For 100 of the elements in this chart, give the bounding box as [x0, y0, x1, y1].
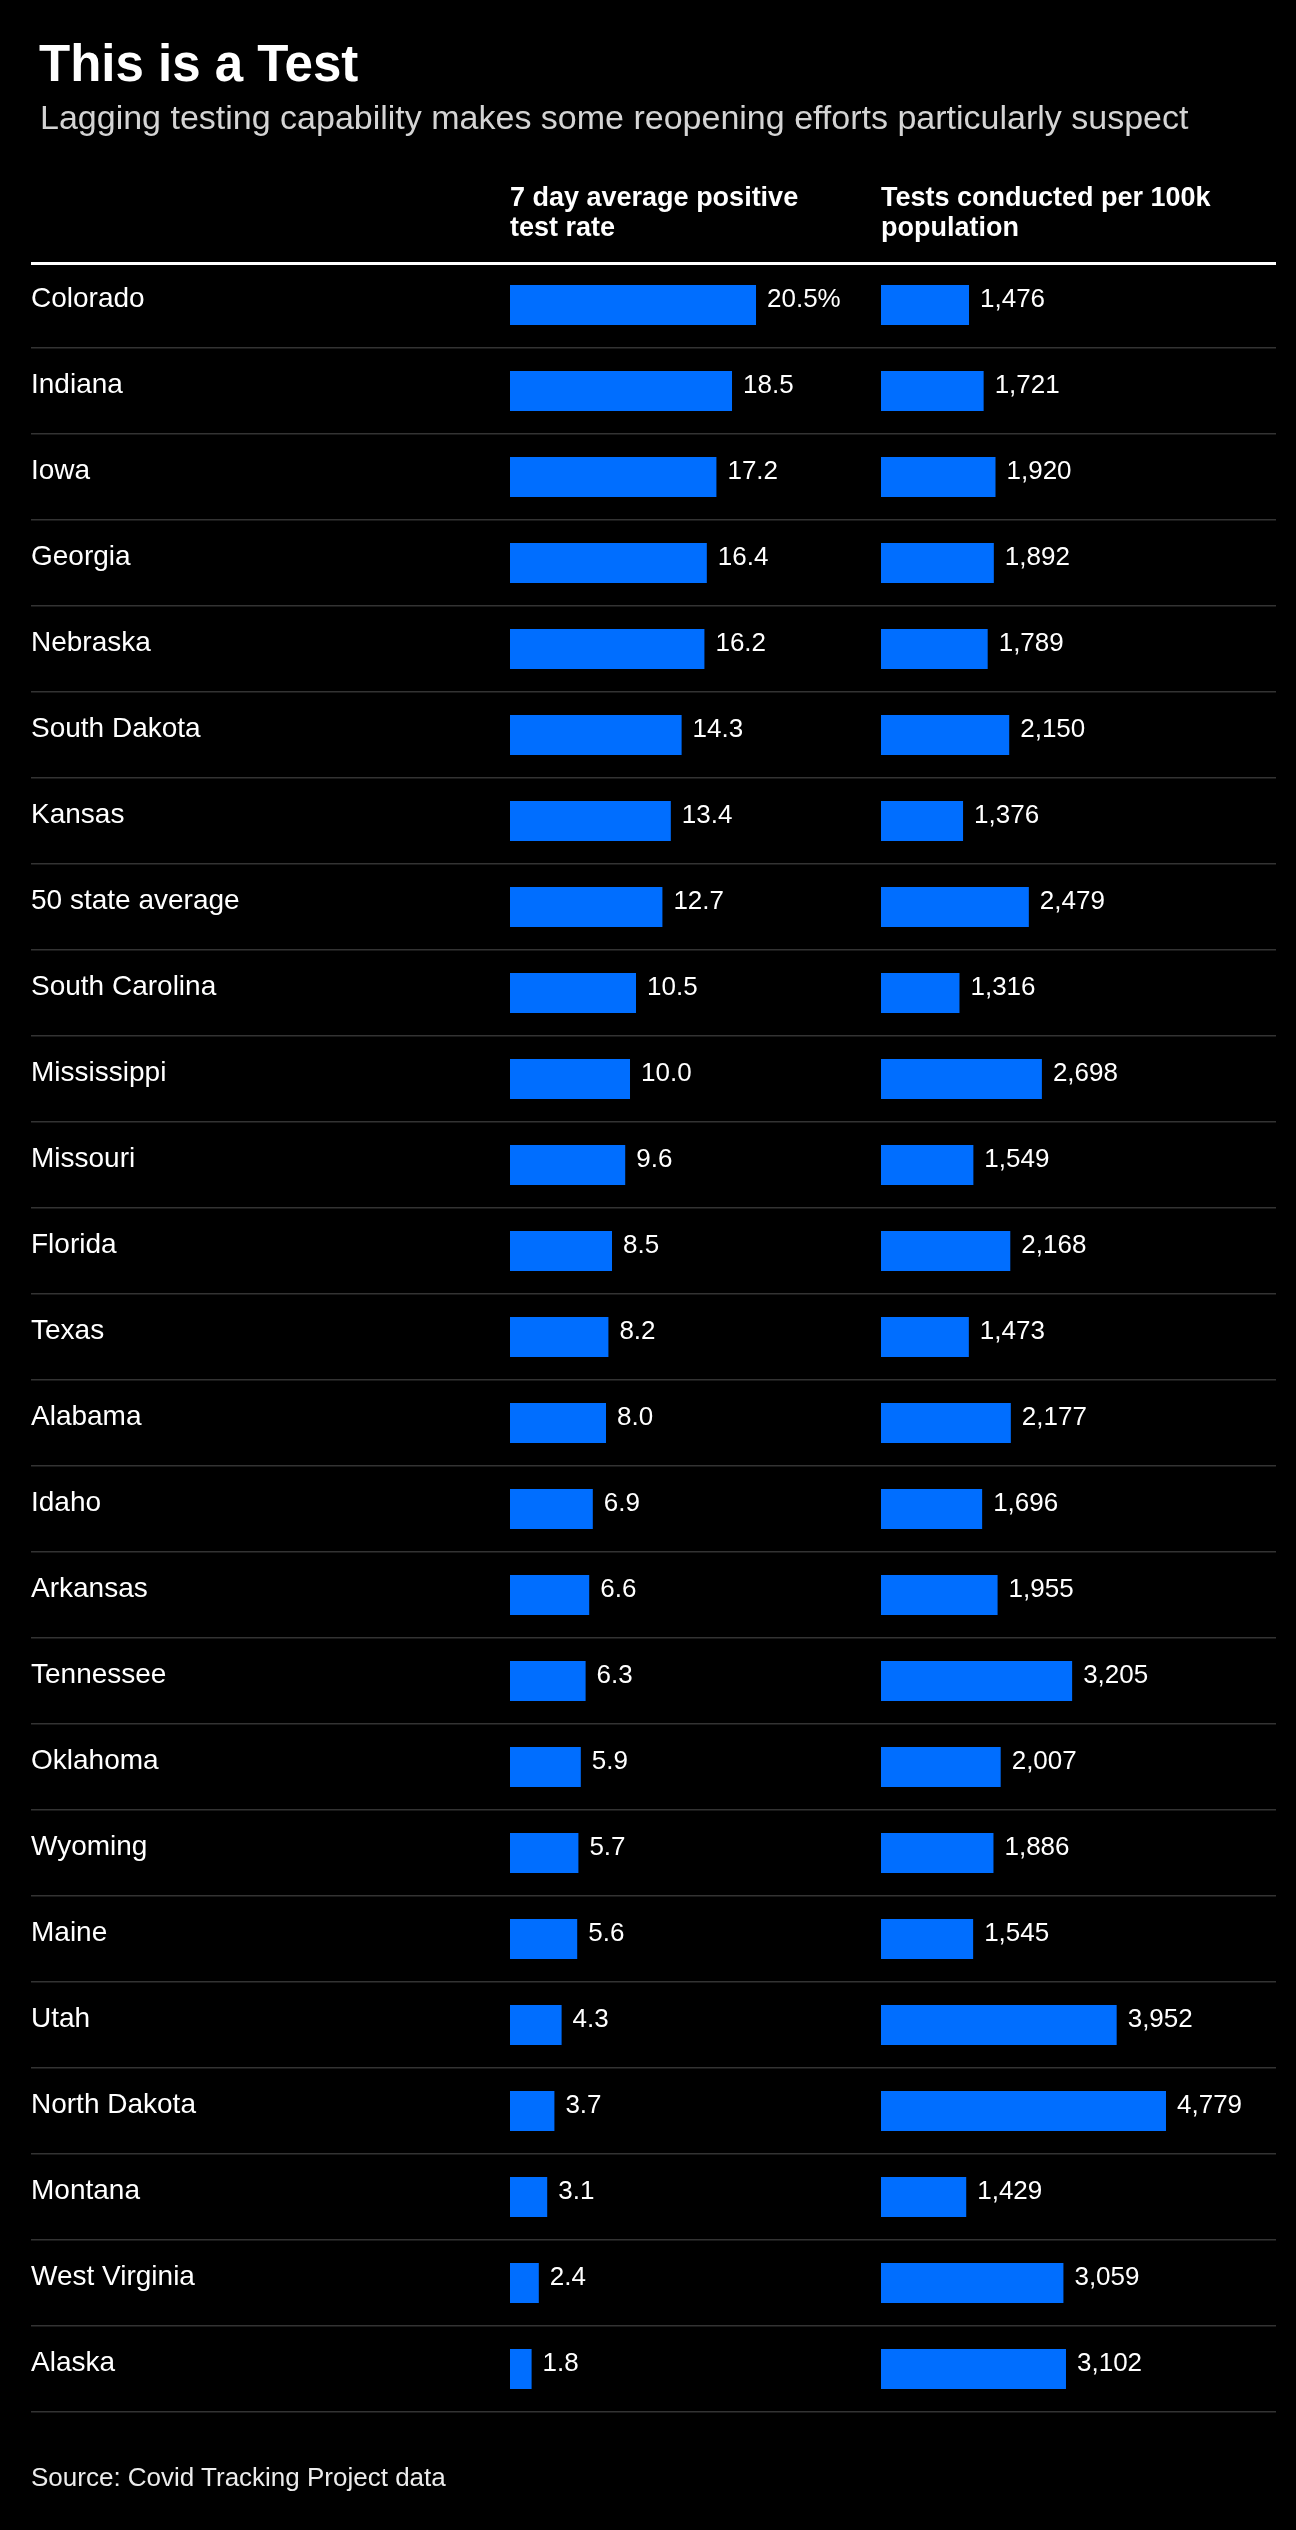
bar: [510, 1145, 626, 1185]
bar: [881, 1489, 983, 1529]
data-label: 6.9: [603, 1487, 640, 1518]
bar: [510, 1317, 609, 1357]
data-label: 1,429: [977, 2175, 1043, 2206]
bar: [881, 1919, 974, 1959]
data-label: 10.5: [647, 971, 698, 1002]
data-label: 8.2: [619, 1315, 656, 1346]
x-axis-title: Tests conducted per 100k population: [881, 182, 1212, 242]
y-tick-label: Oklahoma: [31, 1743, 160, 1775]
y-tick-label: Mississippi: [31, 1055, 167, 1087]
y-tick-label: Tennessee: [31, 1657, 167, 1689]
bar: [510, 2005, 562, 2045]
bar: [510, 1489, 593, 1529]
bar: [881, 1059, 1042, 1099]
data-label: 1.8: [542, 2347, 579, 2378]
data-label: 6.6: [600, 1573, 637, 1604]
bar: [881, 973, 960, 1013]
bar: [510, 973, 637, 1013]
data-label: 14.3: [692, 713, 744, 744]
y-tick-label: Alaska: [31, 2345, 116, 2377]
bar: [881, 1317, 969, 1357]
data-label: 2,150: [1020, 713, 1086, 744]
data-label: 1,476: [980, 283, 1046, 314]
data-label: 1,316: [970, 971, 1036, 1002]
y-tick-label: Missouri: [31, 1141, 136, 1173]
data-label: 1,955: [1008, 1573, 1074, 1604]
bar: [881, 1231, 1011, 1271]
data-label: 1,789: [998, 627, 1064, 658]
bar: [510, 1661, 586, 1701]
data-label: 1,721: [994, 369, 1060, 400]
data-label: 4.3: [572, 2003, 609, 2034]
chart-title: This is a Test: [39, 35, 359, 92]
y-tick-label: Idaho: [31, 1485, 102, 1517]
data-label: 1,545: [984, 1917, 1050, 1948]
data-label: 3,205: [1083, 1659, 1149, 1690]
data-label: 16.4: [717, 541, 769, 572]
y-tick-label: West Virginia: [31, 2259, 196, 2291]
data-label: 5.7: [589, 1831, 626, 1862]
data-label: 3.1: [558, 2175, 595, 2206]
y-tick-label: South Carolina: [31, 969, 217, 1001]
data-label: 8.0: [617, 1401, 654, 1432]
data-label: 6.3: [596, 1659, 633, 1690]
y-tick-label: Utah: [31, 2001, 91, 2033]
data-label: 3,102: [1076, 2347, 1143, 2378]
bar: [510, 1575, 590, 1615]
data-label: 10.0: [641, 1057, 692, 1088]
bar: [510, 371, 733, 411]
data-label: 1,920: [1006, 455, 1072, 486]
y-tick-label: Montana: [31, 2173, 141, 2205]
data-label: 13.4: [681, 799, 733, 830]
bar: [510, 715, 682, 755]
bar: [881, 629, 988, 669]
bar: [510, 457, 717, 497]
data-label: 5.6: [588, 1917, 625, 1948]
bar: [881, 1575, 998, 1615]
y-tick-label: Arkansas: [31, 1571, 148, 1603]
data-label: 18.5: [743, 369, 794, 400]
data-label: 5.9: [591, 1745, 628, 1776]
data-label: 1,696: [993, 1487, 1059, 1518]
y-tick-label: Colorado: [31, 281, 145, 313]
bar: [510, 1403, 607, 1443]
bar: [881, 2091, 1166, 2131]
data-label: 12.7: [673, 885, 725, 916]
data-label: 2,168: [1021, 1229, 1087, 1260]
bar: [881, 2177, 967, 2217]
data-label: 9.6: [636, 1143, 673, 1174]
bar: [881, 1403, 1011, 1443]
data-label: 1,376: [974, 799, 1040, 830]
y-tick-label: North Dakota: [31, 2087, 197, 2119]
bar: [881, 371, 984, 411]
bar: [881, 543, 994, 583]
bar: [510, 629, 705, 669]
data-label: 17.2: [727, 455, 779, 486]
y-tick-label: Florida: [31, 1227, 118, 1259]
bar: [881, 715, 1010, 755]
data-label: 2,479: [1039, 885, 1105, 916]
bar: [881, 801, 964, 841]
bar: [510, 285, 757, 325]
bar: [881, 1145, 974, 1185]
y-tick-label: Iowa: [31, 453, 91, 485]
y-tick-label: Georgia: [31, 539, 132, 571]
bar: [881, 2263, 1064, 2303]
y-tick-label: South Dakota: [31, 711, 202, 743]
data-label: 4,779: [1176, 2089, 1243, 2120]
bar: [510, 2263, 539, 2303]
y-tick-label: Wyoming: [31, 1829, 148, 1861]
data-label: 1,473: [979, 1315, 1045, 1346]
data-label: 1,892: [1004, 541, 1070, 572]
bar: [510, 1747, 581, 1787]
bar: [510, 801, 671, 841]
data-label: 16.2: [715, 627, 767, 658]
bar: [510, 1059, 631, 1099]
chart-subtitle: Lagging testing capability makes some reopening efforts particularly suspect: [40, 97, 1189, 137]
bar: [510, 1833, 579, 1873]
bar: [881, 1661, 1073, 1701]
bar: [881, 2005, 1117, 2045]
bar: [881, 1833, 994, 1873]
bar: [881, 887, 1029, 927]
y-tick-label: Indiana: [31, 367, 124, 399]
